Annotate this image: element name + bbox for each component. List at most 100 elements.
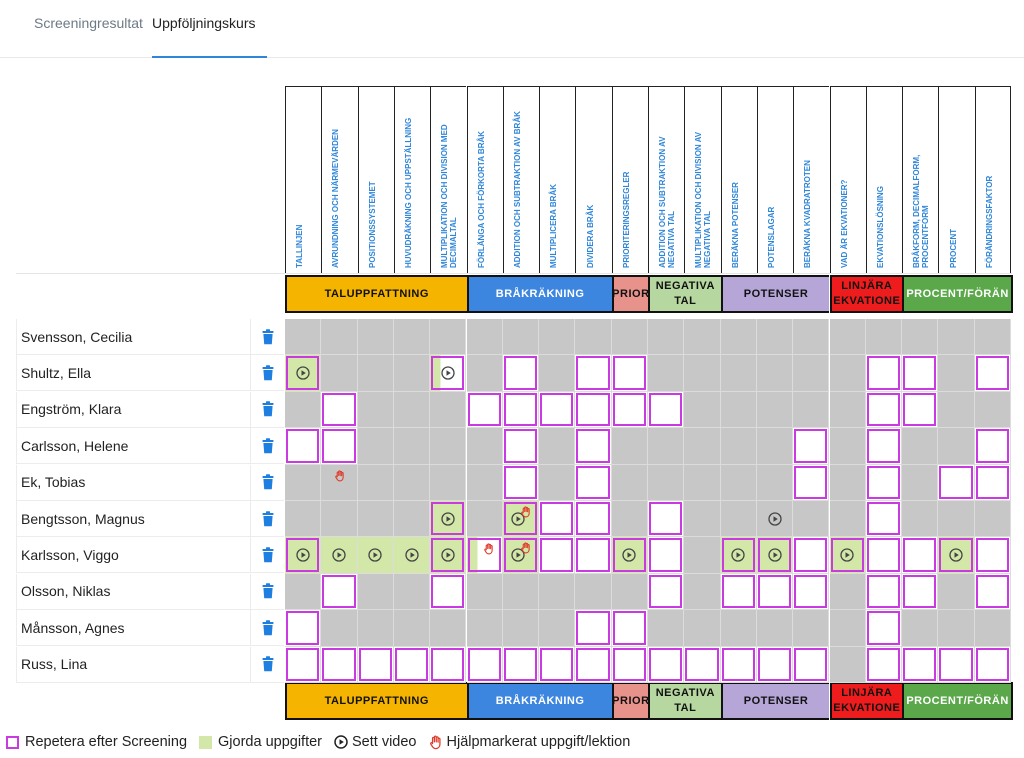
progress-cell[interactable]: [321, 355, 358, 392]
progress-cell[interactable]: [938, 573, 975, 611]
student-name[interactable]: Russ, Lina: [16, 646, 250, 683]
progress-cell[interactable]: [720, 501, 757, 538]
progress-cell[interactable]: [502, 319, 540, 356]
delete-student-button[interactable]: [250, 537, 284, 574]
progress-cell[interactable]: [829, 428, 866, 465]
progress-cell[interactable]: [684, 610, 721, 647]
progress-cell[interactable]: [285, 319, 322, 356]
progress-cell[interactable]: [430, 428, 467, 465]
progress-cell[interactable]: [539, 610, 576, 647]
progress-cell[interactable]: [684, 646, 721, 683]
progress-cell[interactable]: [393, 319, 431, 356]
progress-cell[interactable]: [756, 573, 794, 611]
progress-cell[interactable]: [466, 355, 503, 392]
progress-cell[interactable]: [430, 319, 467, 356]
progress-cell[interactable]: [539, 428, 576, 465]
progress-cell[interactable]: [793, 537, 830, 574]
progress-cell[interactable]: [466, 501, 503, 538]
progress-cell[interactable]: [393, 573, 431, 611]
column-header[interactable]: PROCENT: [938, 86, 975, 273]
student-name[interactable]: Carlsson, Helene: [16, 428, 250, 465]
progress-cell[interactable]: [938, 537, 975, 574]
progress-cell[interactable]: [502, 537, 540, 574]
progress-cell[interactable]: [829, 391, 866, 429]
progress-cell[interactable]: [430, 573, 467, 611]
progress-cell[interactable]: [430, 537, 467, 574]
progress-cell[interactable]: [865, 537, 903, 574]
progress-cell[interactable]: [321, 428, 358, 465]
column-header[interactable]: FÖRLÄNGA OCH FÖRKORTA BRÅK: [466, 86, 503, 273]
progress-cell[interactable]: [865, 428, 903, 465]
student-name[interactable]: Engström, Klara: [16, 391, 250, 428]
column-header[interactable]: DIVIDERA BRÅK: [575, 86, 612, 273]
progress-cell[interactable]: [793, 573, 830, 611]
progress-cell[interactable]: [938, 464, 975, 501]
progress-cell[interactable]: [285, 391, 322, 429]
progress-cell[interactable]: [720, 319, 757, 356]
progress-cell[interactable]: [793, 646, 830, 683]
progress-cell[interactable]: [938, 428, 975, 465]
progress-cell[interactable]: [865, 355, 903, 392]
progress-cell[interactable]: [357, 573, 394, 611]
column-header[interactable]: MULTIPLIKATION OCH DIVISION AV NEGATIVA …: [684, 86, 721, 273]
progress-cell[interactable]: [938, 646, 975, 683]
student-name[interactable]: Ek, Tobias: [16, 464, 250, 501]
progress-cell[interactable]: [321, 391, 358, 429]
progress-cell[interactable]: [974, 573, 1011, 611]
column-header[interactable]: BERÄKNA POTENSER: [720, 86, 757, 273]
progress-cell[interactable]: [902, 428, 939, 465]
progress-cell[interactable]: [539, 355, 576, 392]
progress-cell[interactable]: [285, 537, 322, 574]
progress-cell[interactable]: [430, 464, 467, 501]
progress-cell[interactable]: [793, 610, 830, 647]
progress-cell[interactable]: [648, 646, 685, 683]
progress-cell[interactable]: [793, 501, 830, 538]
progress-cell[interactable]: [648, 391, 685, 429]
progress-cell[interactable]: [393, 610, 431, 647]
progress-cell[interactable]: [865, 501, 903, 538]
progress-cell[interactable]: [720, 646, 757, 683]
progress-cell[interactable]: [430, 391, 467, 429]
progress-cell[interactable]: [902, 646, 939, 683]
progress-cell[interactable]: [902, 319, 939, 356]
progress-cell[interactable]: [285, 573, 322, 611]
progress-cell[interactable]: [575, 464, 612, 501]
progress-cell[interactable]: [829, 355, 866, 392]
tab-uppfoljningskurs[interactable]: Uppföljningskurs: [152, 15, 256, 31]
progress-cell[interactable]: [611, 573, 648, 611]
progress-cell[interactable]: [466, 646, 503, 683]
progress-cell[interactable]: [938, 355, 975, 392]
column-header[interactable]: FÖRÄNDRINGSFAKTOR: [974, 86, 1011, 273]
delete-student-button[interactable]: [250, 355, 284, 392]
progress-cell[interactable]: [430, 646, 467, 683]
progress-cell[interactable]: [648, 573, 685, 611]
progress-cell[interactable]: [902, 610, 939, 647]
progress-cell[interactable]: [974, 537, 1011, 574]
progress-cell[interactable]: [466, 428, 503, 465]
progress-cell[interactable]: [648, 355, 685, 392]
delete-student-button[interactable]: [250, 501, 284, 537]
progress-cell[interactable]: [756, 391, 794, 429]
progress-cell[interactable]: [611, 501, 648, 538]
progress-cell[interactable]: [756, 646, 794, 683]
progress-cell[interactable]: [466, 610, 503, 647]
column-header[interactable]: BRÅKFORM, DECIMALFORM, PROCENTFORM: [902, 86, 939, 273]
progress-cell[interactable]: [793, 355, 830, 392]
progress-cell[interactable]: [575, 646, 612, 683]
progress-cell[interactable]: [357, 501, 394, 538]
progress-cell[interactable]: [648, 610, 685, 647]
student-name[interactable]: Bengtsson, Magnus: [16, 501, 250, 537]
progress-cell[interactable]: [756, 464, 794, 501]
progress-cell[interactable]: [648, 501, 685, 538]
progress-cell[interactable]: [974, 464, 1011, 501]
progress-cell[interactable]: [466, 391, 503, 429]
progress-cell[interactable]: [539, 391, 576, 429]
progress-cell[interactable]: [974, 355, 1011, 392]
progress-cell[interactable]: [684, 391, 721, 429]
column-header[interactable]: BERÄKNA KVADRATROTEN: [793, 86, 830, 273]
progress-cell[interactable]: [539, 464, 576, 501]
progress-cell[interactable]: [502, 646, 540, 683]
progress-cell[interactable]: [321, 610, 358, 647]
progress-cell[interactable]: [575, 501, 612, 538]
progress-cell[interactable]: [611, 391, 648, 429]
